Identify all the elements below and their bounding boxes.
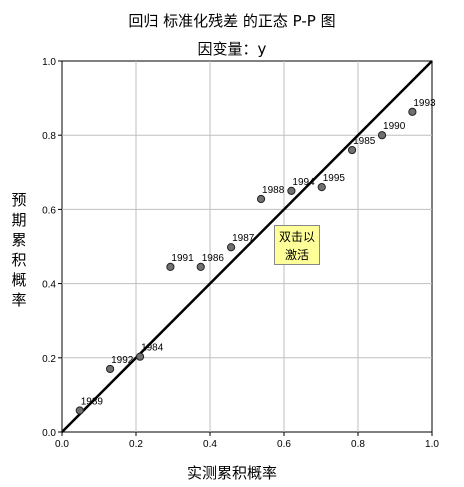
point-label: 1993 <box>413 98 436 109</box>
x-tick-label: 0.0 <box>55 439 69 450</box>
data-point <box>317 183 326 192</box>
y-tick-label: 0.6 <box>42 205 56 216</box>
chart-title: 回归 标准化残差 的正态 P-P 图 <box>128 12 336 30</box>
point-label: 1989 <box>81 396 104 407</box>
point-label: 1992 <box>111 355 134 366</box>
point-label: 1988 <box>262 185 285 196</box>
data-point <box>226 243 236 252</box>
y-axis-label: 预期累积概率 <box>11 191 27 309</box>
point-label: 1994 <box>292 177 315 188</box>
data-point <box>347 145 357 155</box>
point-label: 1990 <box>383 121 406 132</box>
y-tick-label: 0.0 <box>42 428 56 439</box>
x-axis-label: 实测累积概率 <box>186 464 277 482</box>
y-tick-label: 0.4 <box>42 280 56 291</box>
data-point <box>196 262 205 272</box>
data-point <box>106 364 115 374</box>
data-point <box>135 352 145 361</box>
point-label: 1991 <box>171 253 194 264</box>
data-point <box>256 194 266 204</box>
point-label: 1984 <box>141 343 164 354</box>
data-point <box>408 107 417 116</box>
data-point <box>377 131 387 140</box>
data-point <box>75 406 84 415</box>
point-label: 1985 <box>353 136 376 147</box>
y-tick-label: 0.2 <box>42 354 56 365</box>
x-tick-label: 1.0 <box>425 439 439 450</box>
x-tick-label: 0.6 <box>277 439 291 450</box>
activate-hint[interactable]: 双击以激活 <box>274 225 320 265</box>
data-point <box>287 186 296 195</box>
point-label: 1987 <box>232 233 255 244</box>
x-tick-label: 0.4 <box>203 439 217 450</box>
chart-subtitle: 因变量：y <box>197 40 267 58</box>
x-tick-label: 0.8 <box>351 439 365 450</box>
y-tick-label: 1.0 <box>42 57 56 68</box>
reference-line <box>61 60 433 433</box>
x-tick-label: 0.2 <box>129 439 143 450</box>
y-tick-label: 0.8 <box>42 131 56 142</box>
point-label: 1986 <box>202 253 225 264</box>
point-label: 1995 <box>323 173 346 184</box>
data-point <box>166 262 175 272</box>
